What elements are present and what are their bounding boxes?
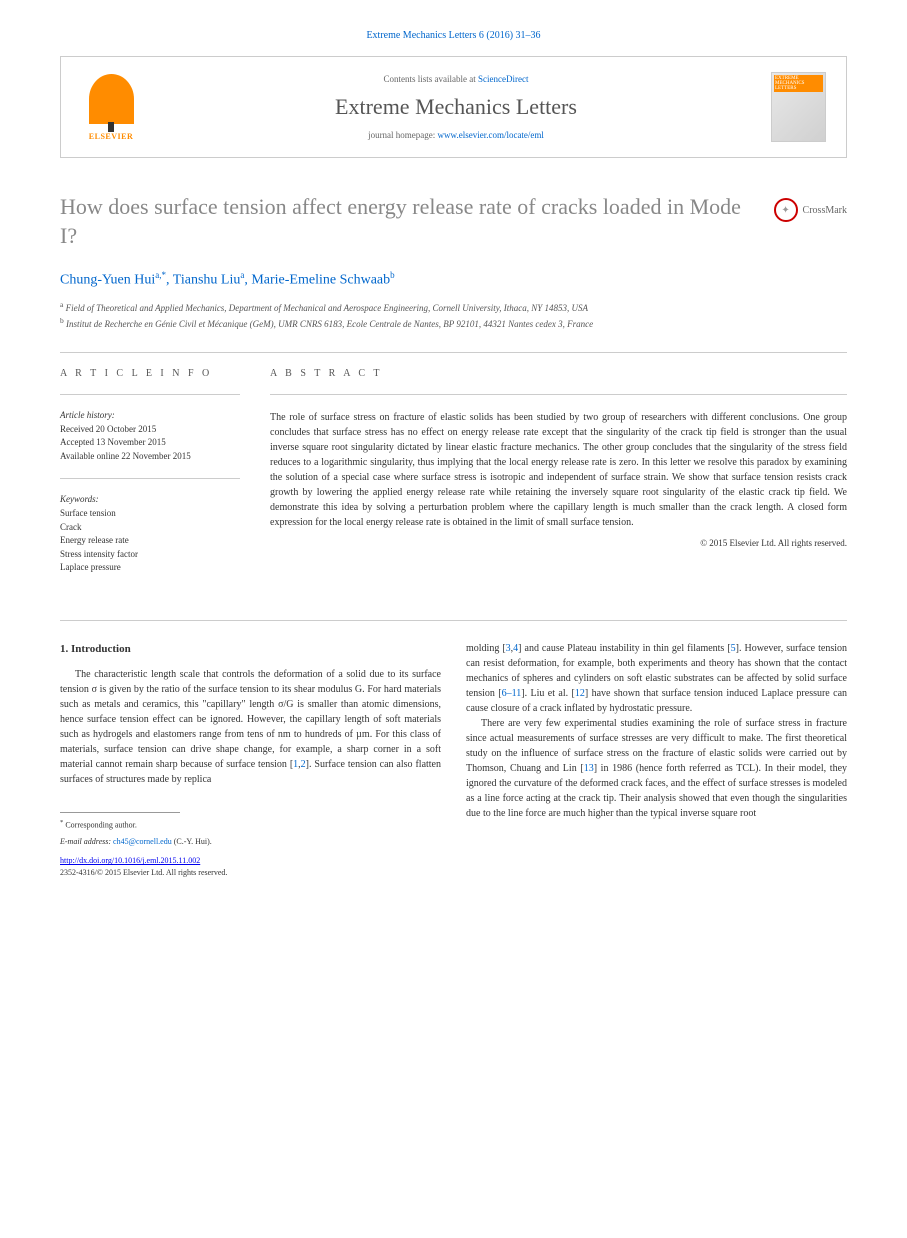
issn-copyright-line: 2352-4316/© 2015 Elsevier Ltd. All right… <box>60 867 441 879</box>
col2-paragraph-1: molding [3,4] and cause Plateau instabil… <box>466 641 847 716</box>
author-3[interactable]: , Marie-Emeline Schwaab <box>244 273 390 288</box>
history-label: Article history: <box>60 410 240 420</box>
contents-available-text: Contents lists available at <box>384 74 478 84</box>
author-3-aff: b <box>390 270 395 280</box>
online-date: Available online 22 November 2015 <box>60 450 240 464</box>
section-number: 1. <box>60 643 71 655</box>
aff-a-text: Field of Theoretical and Applied Mechani… <box>63 303 588 313</box>
title-row: How does surface tension affect energy r… <box>60 193 847 270</box>
homepage-label: journal homepage: <box>368 130 437 140</box>
footer-copyright: © 2015 Elsevier Ltd. All rights reserved… <box>97 868 228 877</box>
contents-box: ELSEVIER Contents lists available at Sci… <box>60 56 847 158</box>
authors-line: Chung-Yuen Huia,*, Tianshu Liua, Marie-E… <box>60 270 847 289</box>
article-info-column: A R T I C L E I N F O Article history: R… <box>60 368 240 590</box>
contents-center: Contents lists available at ScienceDirec… <box>156 74 756 140</box>
author-2[interactable]: , Tianshu Liu <box>166 273 240 288</box>
homepage-link[interactable]: www.elsevier.com/locate/eml <box>438 130 544 140</box>
aff-b-text: Institut de Recherche en Génie Civil et … <box>64 319 593 329</box>
footnote-divider <box>60 812 180 813</box>
keyword-2: Crack <box>60 521 240 535</box>
journal-name: Extreme Mechanics Letters <box>156 94 756 120</box>
article-info-heading: A R T I C L E I N F O <box>60 368 240 379</box>
section-1-heading: 1. Introduction <box>60 641 441 658</box>
email-label: E-mail address: <box>60 837 113 846</box>
keywords-block: Keywords: Surface tension Crack Energy r… <box>60 494 240 575</box>
col2-paragraph-2: There are very few experimental studies … <box>466 716 847 821</box>
p1-text-a: The characteristic length scale that con… <box>60 669 441 770</box>
crossmark-icon: ✦ <box>774 198 798 222</box>
ref-12[interactable]: 12 <box>575 688 585 699</box>
body-column-left: 1. Introduction The characteristic lengt… <box>60 641 441 880</box>
divider-bottom <box>60 620 847 621</box>
body-columns: 1. Introduction The characteristic lengt… <box>60 641 847 880</box>
ref-13[interactable]: 13 <box>584 763 594 774</box>
info-divider-2 <box>60 478 240 479</box>
journal-homepage: journal homepage: www.elsevier.com/locat… <box>156 130 756 140</box>
abstract-text: The role of surface stress on fracture o… <box>270 410 847 530</box>
article-history-block: Article history: Received 20 October 201… <box>60 410 240 464</box>
cover-label: EXTREME MECHANICS LETTERS <box>774 75 823 92</box>
intro-paragraph-1: The characteristic length scale that con… <box>60 667 441 787</box>
keyword-3: Energy release rate <box>60 534 240 548</box>
corresponding-author-note: * Corresponding author. <box>60 818 441 831</box>
doi-link[interactable]: http://dx.doi.org/10.1016/j.eml.2015.11.… <box>60 856 200 865</box>
elsevier-tree-icon <box>89 74 134 124</box>
abstract-copyright: © 2015 Elsevier Ltd. All rights reserved… <box>270 538 847 548</box>
affiliation-b: b Institut de Recherche en Génie Civil e… <box>60 315 847 332</box>
email-footnote: E-mail address: ch45@cornell.edu (C.-Y. … <box>60 836 441 847</box>
keyword-1: Surface tension <box>60 507 240 521</box>
publisher-logo: ELSEVIER <box>81 72 141 142</box>
keyword-5: Laplace pressure <box>60 561 240 575</box>
info-divider-1 <box>60 394 240 395</box>
received-date: Received 20 October 2015 <box>60 423 240 437</box>
accepted-date: Accepted 13 November 2015 <box>60 436 240 450</box>
section-title: Introduction <box>71 643 131 655</box>
article-title: How does surface tension affect energy r… <box>60 193 754 250</box>
abstract-divider <box>270 394 847 395</box>
corr-text: Corresponding author. <box>63 821 137 830</box>
author-1[interactable]: Chung-Yuen Hui <box>60 273 155 288</box>
divider-top <box>60 352 847 353</box>
c2p1-a: molding [ <box>466 643 506 654</box>
sciencedirect-link[interactable]: ScienceDirect <box>478 74 528 84</box>
keywords-label: Keywords: <box>60 494 240 504</box>
info-abstract-row: A R T I C L E I N F O Article history: R… <box>60 368 847 590</box>
affiliation-a: a Field of Theoretical and Applied Mecha… <box>60 299 847 316</box>
keyword-4: Stress intensity factor <box>60 548 240 562</box>
contents-available: Contents lists available at ScienceDirec… <box>156 74 756 84</box>
abstract-heading: A B S T R A C T <box>270 368 847 379</box>
abstract-column: A B S T R A C T The role of surface stre… <box>270 368 847 590</box>
c2p1-b: ] and cause Plateau instability in thin … <box>518 643 730 654</box>
issn: 2352-4316/ <box>60 868 97 877</box>
affiliations: a Field of Theoretical and Applied Mecha… <box>60 299 847 332</box>
email-suffix: (C.-Y. Hui). <box>172 837 212 846</box>
doi-line: http://dx.doi.org/10.1016/j.eml.2015.11.… <box>60 855 441 867</box>
page-header-citation: Extreme Mechanics Letters 6 (2016) 31–36 <box>60 30 847 41</box>
crossmark-badge[interactable]: ✦ CrossMark <box>774 198 847 222</box>
c2p1-d: ]. Liu et al. [ <box>521 688 575 699</box>
publisher-name: ELSEVIER <box>89 132 133 141</box>
journal-cover-thumbnail: EXTREME MECHANICS LETTERS <box>771 72 826 142</box>
crossmark-text: CrossMark <box>803 205 847 216</box>
email-link[interactable]: ch45@cornell.edu <box>113 837 172 846</box>
body-column-right: molding [3,4] and cause Plateau instabil… <box>466 641 847 880</box>
ref-6-11[interactable]: 6–11 <box>502 688 522 699</box>
